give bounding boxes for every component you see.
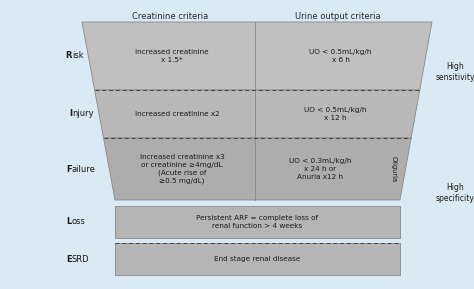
Text: SRD: SRD <box>72 255 90 264</box>
Text: High
specificity: High specificity <box>436 183 474 203</box>
Text: Increased creatinine x3
or creatinine ≥4mg/dL
(Acute rise of
≥0.5 mg/dL): Increased creatinine x3 or creatinine ≥4… <box>140 154 225 184</box>
Text: F: F <box>66 164 72 173</box>
Text: End stage renal disease: End stage renal disease <box>214 256 301 262</box>
Text: Persistent ARF = complete loss of
renal function > 4 weeks: Persistent ARF = complete loss of renal … <box>197 215 319 229</box>
Bar <box>115 243 400 275</box>
Polygon shape <box>95 90 420 138</box>
Text: UO < 0.5mL/kg/h
x 12 h: UO < 0.5mL/kg/h x 12 h <box>304 107 366 121</box>
Text: Creatinine criteria: Creatinine criteria <box>132 12 208 21</box>
Text: High
sensitivity: High sensitivity <box>435 62 474 82</box>
Text: L: L <box>67 218 72 227</box>
Text: R: R <box>65 51 72 60</box>
Text: oss: oss <box>72 218 86 227</box>
Text: E: E <box>66 255 72 264</box>
Text: Urine output criteria: Urine output criteria <box>295 12 381 21</box>
Bar <box>115 206 400 238</box>
Text: isk: isk <box>72 51 83 60</box>
Text: Increased creatinine
x 1.5*: Increased creatinine x 1.5* <box>135 49 209 63</box>
Text: UO < 0.3mL/kg/h
x 24 h or
Anuria x12 h: UO < 0.3mL/kg/h x 24 h or Anuria x12 h <box>289 158 352 180</box>
Text: UO < 0.5mL/kg/h
x 6 h: UO < 0.5mL/kg/h x 6 h <box>309 49 372 63</box>
Text: ailure: ailure <box>72 164 96 173</box>
Polygon shape <box>82 22 432 90</box>
Text: Oliguria: Oliguria <box>391 156 397 182</box>
Polygon shape <box>103 138 411 200</box>
Text: njury: njury <box>72 110 94 118</box>
Text: I: I <box>69 110 72 118</box>
Text: Increased creatinine x2: Increased creatinine x2 <box>135 111 219 117</box>
